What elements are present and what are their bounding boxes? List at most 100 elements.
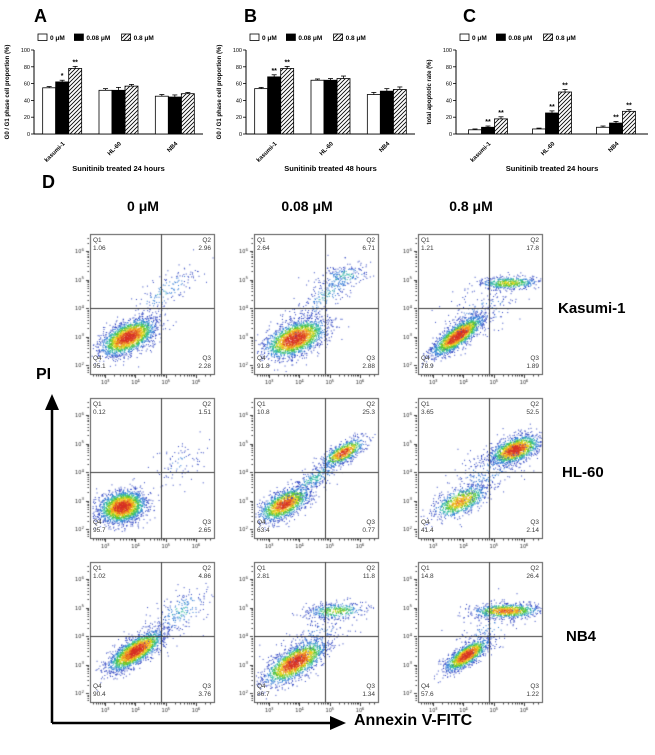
quadrant-label-q1: Q1 0.12 (93, 401, 106, 416)
legend-label: 0 μM (472, 35, 487, 42)
y-tick-label: 0 (239, 132, 242, 138)
panel-label-b: B (244, 6, 258, 26)
flow-plot-nb4-0um: Q1 1.02 Q2 4.86 Q3 3.76 Q4 90.4 (68, 558, 218, 718)
quadrant-label-q4: Q4 91.8 (257, 355, 270, 370)
sig-star: ** (626, 103, 632, 110)
flow-scatter-canvas (68, 230, 218, 390)
flow-plot-hl60-08um: Q1 3.65 Q2 52.5 Q3 2.14 Q4 41.4 (396, 394, 546, 554)
sig-star: ** (284, 59, 290, 66)
y-tick-label: 40 (236, 98, 242, 104)
quadrant-label-q1: Q1 1.21 (421, 237, 434, 252)
bar (481, 126, 495, 135)
bar (180, 93, 195, 135)
flow-plot-kasumi1-08um: Q1 1.21 Q2 17.8 Q3 1.89 Q4 78.9 (396, 230, 546, 390)
y-tick-label: 40 (24, 98, 30, 104)
legend-label: 0 μM (50, 35, 65, 42)
quadrant-label-q4: Q4 95.7 (93, 519, 106, 534)
bar (124, 85, 139, 135)
quadrant-label-q3: Q3 3.76 (198, 683, 211, 698)
flow-row-label-kasumi1: Kasumi-1 (558, 300, 626, 317)
legend-swatch (37, 33, 48, 41)
category-label: NB4 (167, 141, 180, 154)
annexin-axis-arrowhead-icon (330, 716, 346, 730)
quadrant-label-q2: Q2 4.86 (198, 565, 211, 580)
bar (336, 78, 351, 135)
quadrant-label-q2: Q2 11.8 (362, 565, 375, 580)
bar (323, 79, 338, 135)
flow-column-header-08um: 0.8 μM (449, 198, 493, 214)
quadrant-label-q1: Q1 3.65 (421, 401, 434, 416)
quadrant-label-q2: Q2 1.51 (198, 401, 211, 416)
category-label: NB4 (608, 141, 621, 154)
flow-plot-nb4-008um: Q1 2.81 Q2 11.8 Q3 1.34 Q4 86.7 (232, 558, 382, 718)
x-axis-label-annexin: Annexin V-FITC (354, 712, 473, 729)
sig-star: ** (485, 119, 491, 126)
y-tick-label: 0 (27, 132, 30, 138)
quadrant-label-q3: Q3 2.28 (198, 355, 211, 370)
quadrant-label-q4: Q4 86.7 (257, 683, 270, 698)
sig-star: ** (549, 104, 555, 111)
quadrant-label-q3: Q3 2.65 (198, 519, 211, 534)
legend-label: 0.08 μM (508, 35, 532, 42)
category-label: HL-60 (319, 141, 335, 157)
quadrant-label-q3: Q3 1.34 (362, 683, 375, 698)
y-tick-label: 100 (21, 48, 30, 54)
legend-swatch (543, 33, 553, 41)
y-tick-label: 80 (24, 65, 30, 71)
bar (254, 88, 269, 135)
legend-swatch (496, 33, 506, 41)
quadrant-label-q3: Q3 0.77 (362, 519, 375, 534)
bar (280, 68, 295, 135)
y-tick-label: 20 (446, 115, 452, 121)
quadrant-label-q3: Q3 2.14 (526, 519, 539, 534)
quadrant-label-q1: Q1 2.64 (257, 237, 270, 252)
y-tick-label: 60 (446, 82, 452, 88)
bar (379, 90, 394, 135)
category-label: NB4 (379, 141, 392, 154)
sig-star: ** (498, 110, 504, 117)
bar (622, 110, 636, 135)
quadrant-label-q1: Q1 10.8 (257, 401, 270, 416)
sig-star: * (61, 73, 64, 80)
quadrant-label-q4: Q4 63.4 (257, 519, 270, 534)
flow-plot-kasumi1-008um: Q1 2.64 Q2 6.71 Q3 2.88 Q4 91.8 (232, 230, 382, 390)
bar (558, 91, 572, 135)
bar-chart-b: 0 20 40 60 80 100 G0 / G1 phase cell proportio… (217, 33, 415, 173)
bar-chart-a: 0 20 40 60 80 100 G0 / G1 phase cell proportio… (5, 33, 203, 173)
flow-scatter-canvas (68, 394, 218, 554)
y-tick-label: 80 (446, 65, 452, 71)
quadrant-label-q1: Q1 1.06 (93, 237, 106, 252)
y-tick-label: 0 (449, 132, 452, 138)
panel-label-a: A (34, 6, 48, 26)
bar (545, 112, 559, 135)
category-label: HL-60 (107, 141, 123, 157)
bar (267, 76, 282, 135)
y-tick-label: 20 (236, 115, 242, 121)
bar (494, 118, 508, 135)
bar (154, 95, 169, 135)
legend-label: 0.8 μM (346, 35, 366, 42)
bar (532, 128, 546, 135)
y-tick-label: 20 (24, 115, 30, 121)
flow-scatter-canvas (232, 558, 382, 718)
quadrant-label-q1: Q1 1.02 (93, 565, 106, 580)
legend-swatch (459, 33, 470, 41)
bar (167, 96, 182, 135)
quadrant-label-q3: Q3 1.22 (526, 683, 539, 698)
quadrant-label-q4: Q4 90.4 (93, 683, 106, 698)
y-axis-title: G0 / G1 phase cell proportion (%) (217, 45, 223, 140)
legend-swatch (74, 33, 84, 41)
y-tick-label: 60 (24, 82, 30, 88)
sig-star: ** (271, 68, 277, 75)
flow-scatter-canvas (396, 558, 546, 718)
bar (609, 122, 623, 135)
bar (468, 129, 482, 135)
legend-label: 0.8 μM (556, 35, 576, 42)
category-label: kasumi-1 (256, 141, 279, 164)
legend-swatch (121, 33, 131, 41)
quadrant-label-q4: Q4 57.6 (421, 683, 434, 698)
flow-scatter-canvas (396, 394, 546, 554)
x-axis-title: Sunitinib treated 24 hours (72, 164, 165, 173)
quadrant-label-q1: Q1 14.8 (421, 565, 434, 580)
bar (111, 89, 126, 135)
